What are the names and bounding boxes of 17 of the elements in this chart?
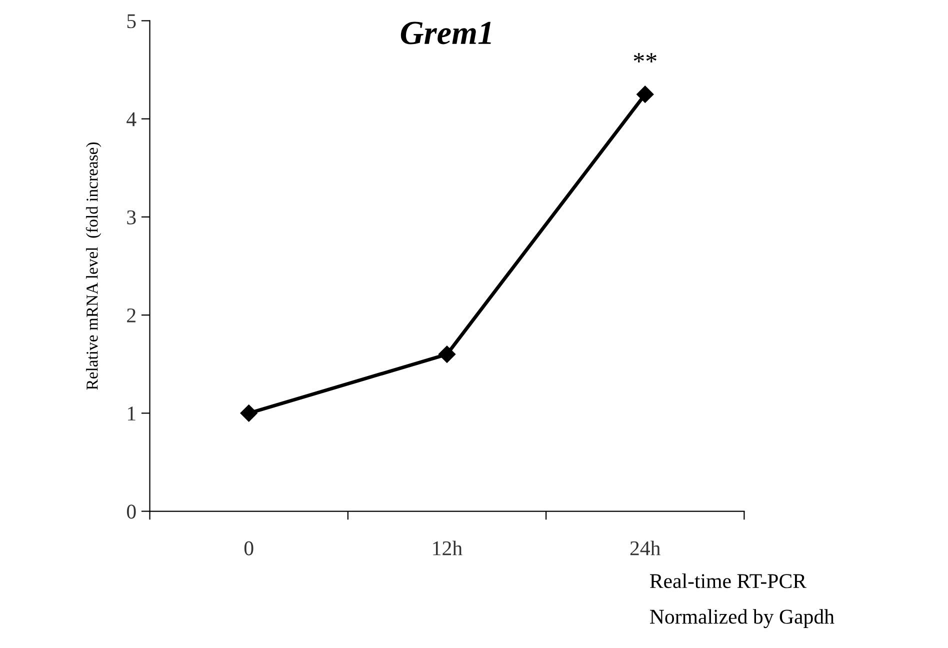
y-tick-label: 5 [127,14,136,28]
y-tick-label: 0 [126,504,136,519]
point [636,86,654,103]
point [438,346,456,363]
y-axis-title: Relative mRNA level (fold increase) [86,142,102,390]
y-tick-label: 3 [127,210,136,224]
x-tick-label: 24h [630,540,660,556]
y-tick-label: 2 [127,308,136,322]
text: Real-time RT-PCR [650,573,806,588]
chart-title: Grem1 [400,22,491,44]
point [240,404,258,422]
text: Normalized by Gapdh [650,609,834,628]
annotation: ** [634,53,656,62]
x-tick-label: 0 [244,541,254,556]
x-tick-label: 12h [433,540,462,556]
y-tick-label: 4 [126,112,136,126]
y-tick-label: 1 [128,406,136,420]
